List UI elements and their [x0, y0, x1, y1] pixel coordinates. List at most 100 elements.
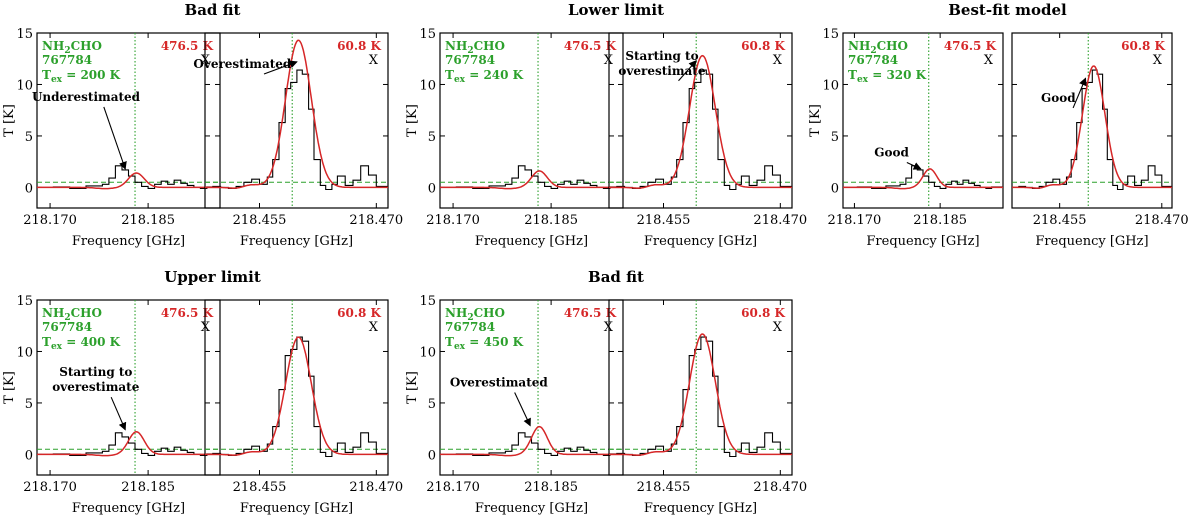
x-axis-label: Frequency [GHz] [644, 234, 757, 249]
y-tick-label: 10 [16, 78, 33, 93]
y-tick-label: 15 [822, 27, 839, 42]
subplot-title: Bad fit [588, 268, 644, 286]
axes-frame [204, 32, 389, 209]
observed-spectrum [843, 165, 1003, 189]
annotation-text: Good [1041, 91, 1076, 105]
x-tick-label: 218.455 [637, 213, 691, 228]
molecule-tag: 767784 [445, 320, 495, 334]
x-tick-label: 218.470 [349, 213, 403, 228]
annotation-arrow [514, 392, 531, 427]
model-spectrum [440, 170, 623, 190]
upper-energy-label: 60.8 K [741, 39, 785, 53]
axes-frame [1011, 32, 1173, 209]
axes-frame [439, 299, 624, 476]
y-axis-label: T [K] [405, 371, 420, 404]
observed-spectrum [609, 336, 792, 458]
x-tick-label: 218.470 [753, 213, 807, 228]
y-axis-label: T [K] [2, 371, 17, 404]
transition-marker-label: X [1153, 53, 1163, 68]
x-axis-label: Frequency [GHz] [644, 501, 757, 516]
molecule-tag: 767784 [848, 53, 898, 67]
observed-spectrum [205, 336, 388, 458]
x-axis-label: Frequency [GHz] [240, 501, 353, 516]
y-axis-label: T [K] [2, 104, 17, 137]
x-tick-label: 218.470 [349, 480, 403, 495]
model-spectrum [440, 425, 623, 457]
x-tick-label: 218.170 [23, 213, 77, 228]
y-tick-label: 5 [25, 397, 33, 412]
transition-marker-label: X [201, 53, 211, 68]
model-spectrum [205, 336, 388, 456]
annotation-arrow [103, 106, 127, 170]
y-tick-label: 5 [428, 397, 436, 412]
annotation-arrow [263, 60, 298, 75]
annotation-text: Overestimated [193, 57, 292, 71]
annotation-text: overestimate [52, 380, 139, 394]
molecule-name: NH2CHO [42, 306, 102, 323]
axes-frame [204, 299, 389, 476]
subplot-title: Best-fit model [948, 1, 1067, 19]
upper-energy-label: 60.8 K [337, 306, 381, 320]
excitation-temperature: Tex = 240 K [445, 68, 524, 85]
subplot-title: Lower limit [568, 1, 664, 19]
subplot-1: Bad fit 0 5 10 15 218.170 218.185 Frequency [GH… [2, 1, 403, 249]
upper-energy-label: 60.8 K [741, 306, 785, 320]
subplot-title: Bad fit [185, 1, 241, 19]
axes-frame [842, 32, 1004, 209]
subplot-4: Upper limit 0 5 10 15 218.170 218.185 Frequency… [2, 268, 403, 516]
annotation-text: Starting to [59, 365, 132, 379]
annotation-text: overestimate [618, 64, 705, 78]
panel-3-left: 0 5 10 15 218.170 218.185 Frequency [GHz] T [K]… [808, 27, 1004, 249]
y-tick-label: 5 [25, 130, 33, 145]
annotation-text: Underestimated [32, 90, 141, 104]
y-axis-label: T [K] [405, 104, 420, 137]
panel-3-right: 218.455 218.470 Frequency [GHz] 60.8 KX Good [1011, 32, 1189, 249]
y-tick-label: 0 [25, 448, 33, 463]
x-axis-label: Frequency [GHz] [72, 234, 185, 249]
excitation-temperature: Tex = 400 K [42, 335, 121, 352]
model-spectrum [205, 39, 388, 189]
axes-frame [439, 32, 624, 209]
x-axis-label: Frequency [GHz] [475, 234, 588, 249]
molecule-name: NH2CHO [445, 39, 505, 56]
panel-2-right: 218.455 218.470 Frequency [GHz] 60.8 KX Star… [608, 32, 807, 249]
x-tick-label: 218.185 [121, 480, 175, 495]
observed-spectrum [1012, 69, 1172, 191]
annotation-arrow [1072, 77, 1087, 109]
x-axis-label: Frequency [GHz] [72, 501, 185, 516]
molecule-tag: 767784 [42, 320, 92, 334]
y-axis-label: T [K] [808, 104, 823, 137]
molecule-name: NH2CHO [445, 306, 505, 323]
x-tick-label: 218.170 [23, 480, 77, 495]
x-tick-label: 218.470 [1135, 213, 1189, 228]
x-tick-label: 218.185 [524, 480, 578, 495]
annotation-arrow [678, 60, 697, 82]
upper-energy-label: 476.5 K [564, 306, 617, 320]
panel-4-left: 0 5 10 15 218.170 218.185 Frequency [GHz] T [K]… [2, 294, 221, 516]
model-spectrum [609, 54, 792, 189]
y-tick-label: 10 [419, 78, 436, 93]
model-spectrum [609, 333, 792, 456]
upper-energy-label: 476.5 K [564, 39, 617, 53]
x-tick-label: 218.455 [637, 480, 691, 495]
molecule-name: NH2CHO [42, 39, 102, 56]
y-tick-label: 0 [831, 181, 839, 196]
transition-marker-label: X [369, 320, 379, 335]
x-tick-label: 218.455 [233, 480, 287, 495]
axes-frame [608, 32, 793, 209]
panel-5-right: 218.455 218.470 Frequency [GHz] 60.8 KX [608, 299, 807, 516]
observed-spectrum [440, 165, 623, 189]
y-tick-label: 15 [16, 294, 33, 309]
y-tick-label: 15 [16, 27, 33, 42]
model-spectrum [37, 431, 220, 457]
x-tick-label: 218.455 [233, 213, 287, 228]
y-tick-label: 10 [822, 78, 839, 93]
molecule-name: NH2CHO [848, 39, 908, 56]
x-axis-label: Frequency [GHz] [1035, 234, 1148, 249]
annotation-text: Overestimated [450, 375, 549, 389]
x-axis-label: Frequency [GHz] [866, 234, 979, 249]
y-tick-label: 15 [419, 27, 436, 42]
x-tick-label: 218.170 [828, 213, 882, 228]
